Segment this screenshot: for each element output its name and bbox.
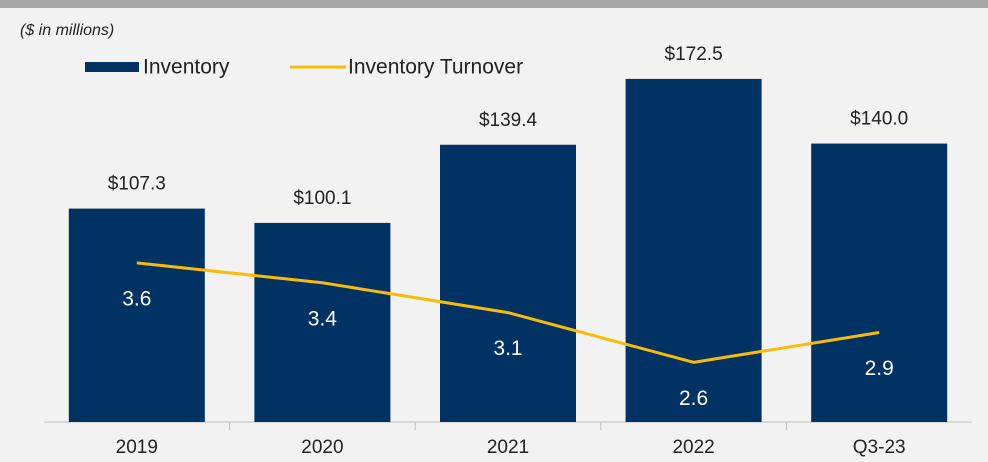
- x-tick-label: 2021: [487, 437, 529, 458]
- bar-value-label: $139.4: [479, 110, 538, 131]
- x-tick-label: Q3-23: [853, 437, 906, 458]
- bar: [254, 222, 391, 422]
- bar: [68, 208, 205, 422]
- bar-value-label: $107.3: [108, 174, 166, 195]
- line-value-label: 3.1: [493, 337, 522, 360]
- x-tick-label: 2019: [116, 437, 158, 458]
- legend-swatch: [85, 62, 139, 72]
- top-rule: [0, 0, 988, 8]
- bar-value-label: $100.1: [293, 188, 351, 209]
- line-value-label: 3.4: [308, 307, 338, 330]
- line: [136, 261, 880, 364]
- bar-value-label: $172.5: [665, 44, 723, 65]
- bar: [440, 144, 576, 422]
- bar: [811, 143, 948, 423]
- bar-value-label: $140.0: [850, 109, 908, 130]
- legend-label: Inventory Turnover: [348, 56, 523, 79]
- line-value-label: 2.6: [679, 387, 708, 410]
- line-value-label: 3.6: [122, 287, 151, 310]
- legend-label: Inventory: [143, 56, 230, 79]
- bar: [625, 78, 762, 423]
- line-value-label: 2.9: [865, 357, 894, 380]
- subtitle: ($ in millions): [20, 22, 114, 39]
- x-tick-label: 2020: [301, 437, 343, 458]
- x-tick-label: 2022: [672, 437, 714, 458]
